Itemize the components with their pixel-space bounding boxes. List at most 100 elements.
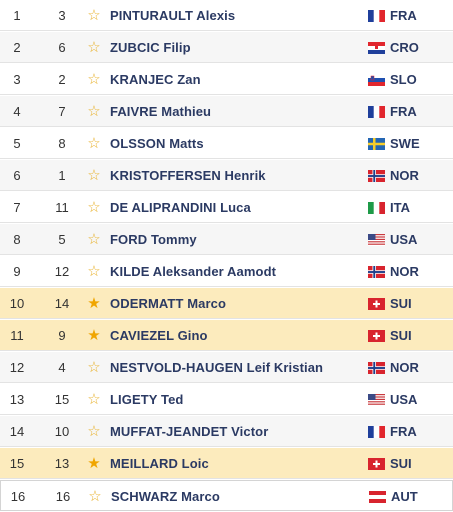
favorite-star-icon[interactable]: ☆ [87,7,101,24]
nation-code: NOR [390,360,419,375]
athlete-name[interactable]: NESTVOLD-HAUGEN Leif Kristian [110,360,324,375]
bib-cell: 6 [58,40,66,55]
rank-cell: 4 [13,104,21,119]
table-row[interactable]: 11 9 ★ CAVIEZEL Gino SUI [0,320,453,351]
nation-code: SUI [390,296,412,311]
favorite-star-icon[interactable]: ☆ [87,71,101,88]
athlete-name[interactable]: CAVIEZEL Gino [110,328,208,343]
athlete-name[interactable]: MEILLARD Loic [110,456,209,471]
bib-cell: 9 [58,328,66,343]
athlete-name[interactable]: KRANJEC Zan [110,72,201,87]
athlete-name[interactable]: SCHWARZ Marco [111,489,220,504]
athlete-name[interactable]: FAIVRE Mathieu [110,104,212,119]
ita-flag-icon [368,202,385,214]
favorite-star-icon[interactable]: ☆ [87,167,101,184]
usa-flag-icon [368,234,385,246]
bib-cell: 16 [55,489,71,504]
bib-cell: 15 [54,392,70,407]
table-row[interactable]: 15 13 ★ MEILLARD Loic SUI [0,448,453,479]
athlete-name[interactable]: FORD Tommy [110,232,197,247]
athlete-name[interactable]: MUFFAT-JEANDET Victor [110,424,269,439]
table-row[interactable]: 2 6 ☆ ZUBCIC Filip CRO [0,32,453,63]
bib-cell: 5 [58,232,66,247]
table-row[interactable]: 7 11 ☆ DE ALIPRANDINI Luca ITA [0,192,453,223]
fra-flag-icon [368,426,385,438]
nation-code: NOR [390,264,419,279]
rank-cell: 14 [9,424,25,439]
favorite-star-icon[interactable]: ☆ [88,488,102,505]
table-row[interactable]: 4 7 ☆ FAIVRE Mathieu FRA [0,96,453,127]
bib-cell: 11 [55,200,69,215]
sui-flag-icon [368,330,385,342]
table-row[interactable]: 10 14 ★ ODERMATT Marco SUI [0,288,453,319]
bib-cell: 7 [58,104,66,119]
sui-flag-icon [368,458,385,470]
bib-cell: 1 [58,168,66,183]
fra-flag-icon [368,10,385,22]
favorite-star-icon[interactable]: ☆ [87,423,101,440]
nation-code: CRO [390,40,419,55]
rank-cell: 12 [9,360,25,375]
fra-flag-icon [368,106,385,118]
athlete-name[interactable]: LIGETY Ted [110,392,184,407]
table-row[interactable]: 12 4 ☆ NESTVOLD-HAUGEN Leif Kristian NOR [0,352,453,383]
table-row[interactable]: 13 15 ☆ LIGETY Ted USA [0,384,453,415]
rank-cell: 3 [13,72,21,87]
rank-cell: 6 [13,168,21,183]
table-row[interactable]: 9 12 ☆ KILDE Aleksander Aamodt NOR [0,256,453,287]
athlete-name[interactable]: ZUBCIC Filip [110,40,191,55]
bib-cell: 2 [58,72,66,87]
table-row[interactable]: 8 5 ☆ FORD Tommy USA [0,224,453,255]
nation-code: SUI [390,456,412,471]
table-row[interactable]: 1 3 ☆ PINTURAULT Alexis FRA [0,0,453,31]
rank-cell: 2 [13,40,21,55]
nation-code: NOR [390,168,419,183]
nor-flag-icon [368,170,385,182]
bib-cell: 10 [54,424,70,439]
rank-cell: 9 [13,264,21,279]
nor-flag-icon [368,362,385,374]
athlete-name[interactable]: KILDE Aleksander Aamodt [110,264,277,279]
favorite-star-icon[interactable]: ☆ [87,199,101,216]
table-row[interactable]: 14 10 ☆ MUFFAT-JEANDET Victor FRA [0,416,453,447]
athlete-name[interactable]: PINTURAULT Alexis [110,8,236,23]
favorite-star-icon[interactable]: ☆ [87,263,101,280]
favorite-star-icon[interactable]: ☆ [87,103,101,120]
table-row[interactable]: 3 2 ☆ KRANJEC Zan SLO [0,64,453,95]
swe-flag-icon [368,138,385,150]
nation-code: SUI [390,328,412,343]
favorite-star-icon[interactable]: ☆ [87,359,101,376]
cro-flag-icon [368,42,385,54]
athlete-name[interactable]: ODERMATT Marco [110,296,226,311]
favorite-star-icon[interactable]: ☆ [87,231,101,248]
favorite-star-icon[interactable]: ☆ [87,135,101,152]
athlete-name[interactable]: KRISTOFFERSEN Henrik [110,168,266,183]
nation-code: AUT [391,489,418,504]
table-row[interactable]: 16 16 ☆ SCHWARZ Marco AUT [0,480,453,511]
nation-code: ITA [390,200,410,215]
rank-cell: 15 [9,456,25,471]
nation-code: FRA [390,8,417,23]
sui-flag-icon [368,298,385,310]
slo-flag-icon [368,74,385,86]
nation-code: FRA [390,104,417,119]
bib-cell: 3 [58,8,66,23]
table-row[interactable]: 5 8 ☆ OLSSON Matts SWE [0,128,453,159]
athlete-name[interactable]: OLSSON Matts [110,136,204,151]
favorite-star-icon[interactable]: ★ [87,455,101,472]
nation-code: SLO [390,72,417,87]
rank-cell: 1 [13,8,21,23]
nation-code: USA [390,232,418,247]
rank-cell: 13 [9,392,25,407]
favorite-star-icon[interactable]: ★ [87,327,101,344]
nation-code: FRA [390,424,417,439]
bib-cell: 14 [54,296,70,311]
bib-cell: 4 [58,360,66,375]
favorite-star-icon[interactable]: ☆ [87,391,101,408]
athlete-name[interactable]: DE ALIPRANDINI Luca [110,200,251,215]
table-row[interactable]: 6 1 ☆ KRISTOFFERSEN Henrik NOR [0,160,453,191]
favorite-star-icon[interactable]: ☆ [87,39,101,56]
favorite-star-icon[interactable]: ★ [87,295,101,312]
rank-cell: 5 [13,136,21,151]
bib-cell: 13 [54,456,70,471]
